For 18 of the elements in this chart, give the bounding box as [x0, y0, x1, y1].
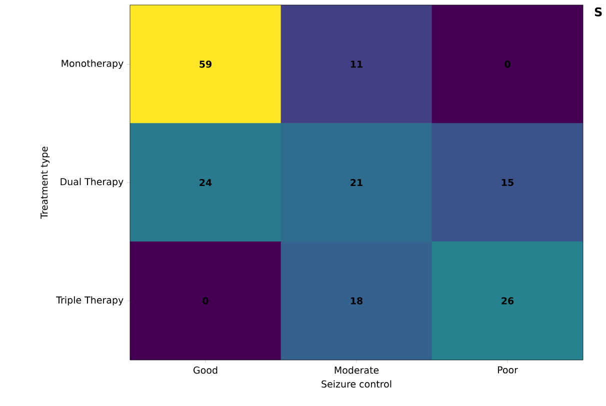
y-tick-label: Triple Therapy — [56, 296, 124, 306]
data-label: 11 — [350, 60, 362, 68]
data-label: 26 — [502, 297, 514, 304]
data-label: 21 — [350, 178, 362, 186]
data-label: 0 — [202, 297, 208, 304]
data-label: 59 — [200, 60, 212, 68]
data-label: 0 — [504, 60, 510, 68]
data-label: 15 — [502, 178, 514, 186]
y-tick-label: Dual Therapy — [60, 178, 124, 188]
data-label: 24 — [200, 178, 212, 186]
x-axis-title: Seizure control — [322, 380, 392, 388]
y-axis-title: Treatment type — [40, 146, 50, 219]
x-tick-label: Poor — [498, 366, 518, 374]
data-label: 18 — [350, 297, 363, 304]
y-tick-label: Monotherapy — [62, 60, 124, 69]
x-tick-label: Moderate — [334, 366, 379, 374]
x-tick-label: Good — [194, 366, 218, 374]
text: S — [594, 7, 602, 16]
